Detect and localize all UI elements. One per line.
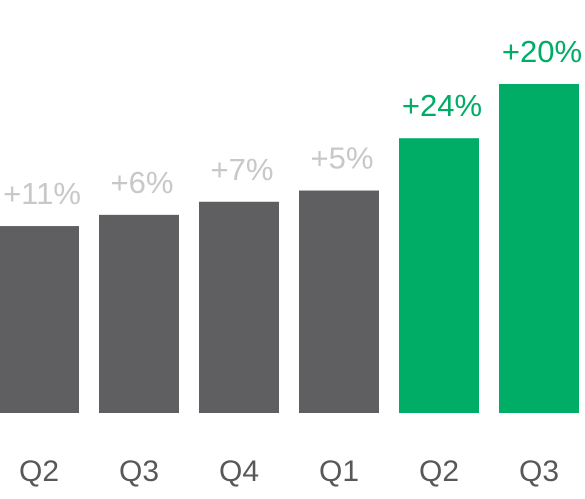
bar-2 bbox=[99, 214, 179, 413]
category-label-5: Q2 bbox=[419, 455, 459, 488]
category-label-2: Q3 bbox=[119, 455, 159, 488]
bar-4 bbox=[299, 190, 379, 413]
bar-value-label-6: +20% bbox=[502, 34, 582, 69]
bar-value-label-2: +6% bbox=[111, 165, 174, 200]
bar-5 bbox=[399, 138, 479, 414]
category-label-3: Q4 bbox=[219, 455, 259, 488]
bars-group bbox=[0, 84, 579, 414]
bar-value-label-3: +7% bbox=[211, 152, 274, 187]
bar-value-label-5: +24% bbox=[402, 88, 482, 123]
bar-3 bbox=[199, 201, 279, 413]
category-label-1: Q2 bbox=[19, 455, 59, 488]
category-labels-group: Q2 Q3 Q4 Q1 Q2 Q3 bbox=[19, 455, 559, 488]
category-label-4: Q1 bbox=[319, 455, 359, 488]
bar-value-label-1: +11% bbox=[3, 176, 81, 211]
bar-value-label-4: +5% bbox=[311, 141, 374, 176]
bar-6 bbox=[499, 84, 579, 413]
bar-1 bbox=[0, 226, 79, 413]
value-labels-group: +11% +6% +7% +5% +24% +20% bbox=[3, 34, 582, 211]
category-label-6: Q3 bbox=[519, 455, 559, 488]
